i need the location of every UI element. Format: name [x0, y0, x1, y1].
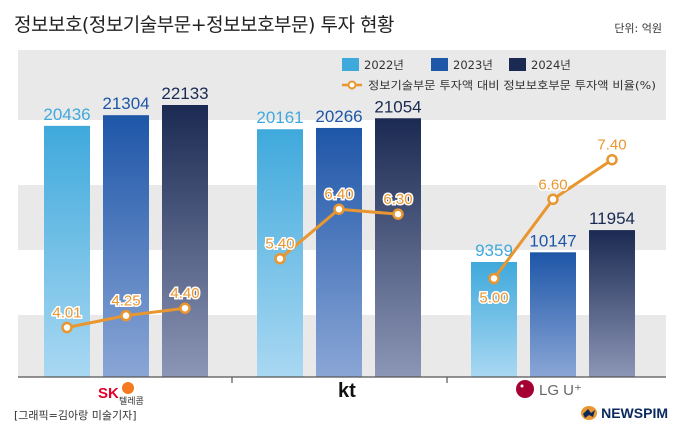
bar-2023-0 — [103, 115, 149, 377]
lg-face-icon — [516, 380, 534, 398]
graphic-credit: [그래픽=김아랑 미술기자] — [14, 409, 137, 422]
newspim-logo: NEWSPIM — [580, 405, 668, 421]
ratio-label: 4.25 — [111, 293, 140, 310]
sk-telecom-logo: SK 텔레콤 — [98, 382, 144, 407]
ratio-label: 5.00 — [479, 290, 508, 307]
ratio-label: 4.01 — [52, 305, 81, 322]
x-axis — [18, 376, 666, 383]
ratio-lines: 4.01 4.25 4.40 5.40 6.40 6.30 5.00 6.60 7.40 — [51, 135, 628, 334]
bar-value-label: 20266 — [315, 107, 362, 126]
bar-2024-0 — [162, 105, 208, 377]
bar-value-label: 11954 — [589, 209, 635, 228]
bar-2022-0 — [44, 125, 90, 377]
ratio-label: 5.40 — [265, 236, 294, 253]
legend-swatch-1 — [431, 58, 448, 71]
lg-wordmark: LG U⁺ — [539, 382, 582, 399]
sk-mark: SK — [98, 385, 119, 402]
bar-2023-2 — [530, 252, 576, 377]
bar-value-label: 21304 — [102, 94, 149, 113]
bar-value-labels: 20436 21304 22133 20161 20266 21054 9359 10147 1… — [43, 84, 635, 260]
ratio-point — [392, 208, 404, 220]
bar-2024-2 — [589, 230, 635, 377]
ratio-label: 7.40 — [597, 137, 626, 154]
ratio-label: 6.60 — [538, 176, 567, 193]
bar-value-label: 10147 — [529, 231, 576, 250]
chart-title: 정보보호(정보기술부문+정보보호부문) 투자 현황 — [14, 14, 394, 36]
newspim-wordmark: NEWSPIM — [601, 405, 668, 421]
company-logos: SK 텔레콤 kt LG U⁺ — [98, 380, 582, 407]
legend-label-2: 2024년 — [531, 58, 571, 72]
ratio-point — [61, 321, 73, 334]
bar-value-label: 20161 — [256, 108, 303, 127]
ratio-label: 6.40 — [324, 186, 353, 203]
ratio-point — [274, 252, 286, 265]
bar-2023-1 — [316, 127, 362, 377]
ratio-label: 4.40 — [170, 285, 199, 302]
bar-value-label: 21054 — [374, 97, 421, 116]
ratio-point — [120, 309, 132, 322]
sk-butterfly-icon — [122, 382, 134, 394]
ratio-point — [488, 272, 500, 285]
legend-line-marker — [347, 80, 357, 90]
lg-face-eye-icon — [520, 384, 524, 388]
bar-2024-1 — [375, 118, 421, 378]
lg-uplus-logo: LG U⁺ — [516, 380, 582, 399]
legend-line-label: 정보기술부문 투자액 대비 정보보호부문 투자액 비율(%) — [368, 79, 656, 92]
kt-logo: kt — [338, 380, 356, 402]
legend-swatch-2 — [509, 58, 526, 71]
ratio-point — [606, 153, 618, 166]
legend-label-1: 2023년 — [453, 58, 493, 72]
newspim-emblem-icon — [581, 406, 598, 420]
ratio-label: 6.30 — [383, 191, 412, 208]
unit-label: 단위: 억원 — [614, 22, 662, 35]
bar-value-label: 20436 — [43, 105, 90, 124]
legend-swatch-0 — [342, 58, 359, 71]
ratio-point — [333, 203, 345, 215]
bar-value-label: 9359 — [475, 241, 513, 260]
ratio-point — [179, 302, 191, 314]
ratio-point — [547, 193, 559, 206]
bar-value-label: 22133 — [161, 84, 208, 103]
legend-label-0: 2022년 — [364, 58, 404, 72]
sk-subtitle: 텔레콤 — [119, 395, 144, 407]
